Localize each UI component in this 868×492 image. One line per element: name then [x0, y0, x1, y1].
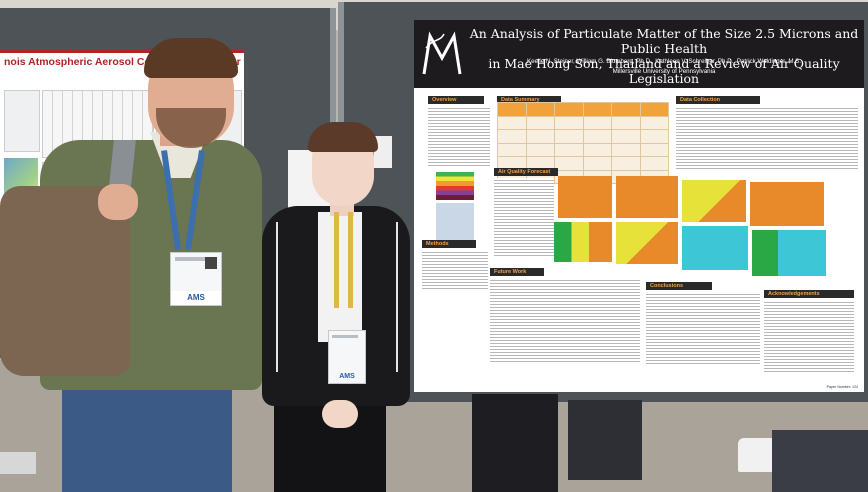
- sneaker: [738, 438, 778, 472]
- section-header-data-collection: Data Collection: [676, 96, 760, 104]
- hands: [322, 400, 358, 428]
- badge-logo: AMS: [339, 373, 355, 380]
- section-header-future-work: Future Work: [490, 268, 544, 276]
- lanyard: [348, 212, 353, 308]
- section-header-acknowledgements: Acknowledgements: [764, 290, 854, 298]
- methods-text: [422, 250, 488, 290]
- main-poster: An Analysis of Particulate Matter of the…: [414, 20, 864, 392]
- section-header-overview: Overview: [428, 96, 484, 104]
- name-badge: AMS: [170, 252, 222, 306]
- poster-affiliation: Millersville University of Pennsylvania: [612, 68, 716, 75]
- floor-object: [0, 452, 36, 474]
- forecast-map: [616, 222, 678, 264]
- bystander-legs: [472, 394, 558, 492]
- data-summary-table: [497, 102, 669, 184]
- bystander-legs: [568, 400, 642, 480]
- acknowledgements-text: [764, 300, 854, 374]
- data-collection-text: [676, 106, 858, 170]
- poster-title: An Analysis of Particulate Matter of the…: [466, 26, 862, 86]
- paper-number: Paper Number: 124: [826, 385, 858, 389]
- forecast-map: [558, 176, 612, 218]
- forecast-map: [682, 226, 748, 270]
- conclusions-text: [646, 292, 760, 366]
- name-badge: AMS: [328, 330, 366, 384]
- hand: [98, 184, 138, 220]
- forecast-map: [554, 222, 612, 262]
- forecast-text: [494, 178, 554, 256]
- jacket-trim: [396, 222, 398, 372]
- lanyard: [334, 212, 339, 308]
- hair: [144, 38, 238, 78]
- jeans: [62, 380, 232, 492]
- university-logo-icon: [422, 31, 462, 75]
- forecast-map: [752, 230, 826, 276]
- hair: [308, 122, 378, 152]
- left-poster-column: [4, 90, 40, 152]
- bystander-legs: [772, 430, 868, 492]
- section-header-air-quality-forecast: Air Quality Forecast: [494, 168, 558, 176]
- poster-authors: Keelie N. Steiner, William G. Blumberg, …: [526, 58, 802, 65]
- overview-text: [428, 106, 490, 168]
- aqi-color-scale: [436, 172, 474, 200]
- forecast-map: [750, 182, 824, 226]
- section-header-methods: Methods: [422, 240, 476, 248]
- jacket-trim: [276, 222, 278, 372]
- badge-logo: AMS: [171, 291, 221, 305]
- forecast-map: [616, 176, 678, 218]
- poster-title-line: in Mae Hong Son, Thailand and a Review o…: [488, 56, 840, 86]
- section-header-data-summary: Data Summary: [497, 96, 561, 104]
- section-header-conclusions: Conclusions: [646, 282, 712, 290]
- future-work-text: [490, 278, 640, 364]
- forecast-map: [682, 180, 746, 222]
- regional-map: [436, 203, 474, 243]
- poster-header: An Analysis of Particulate Matter of the…: [414, 20, 864, 88]
- white-top: [318, 212, 362, 342]
- poster-title-line: An Analysis of Particulate Matter of the…: [469, 26, 859, 56]
- note-card: [374, 136, 392, 168]
